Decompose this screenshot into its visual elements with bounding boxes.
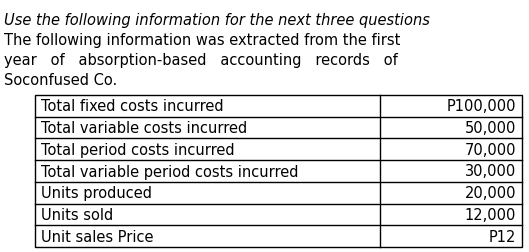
- Text: Unit sales Price: Unit sales Price: [41, 229, 153, 244]
- Text: Total variable period costs incurred: Total variable period costs incurred: [41, 164, 298, 179]
- Text: P12: P12: [489, 229, 516, 244]
- Text: 70,000: 70,000: [464, 142, 516, 157]
- Text: Units sold: Units sold: [41, 207, 113, 222]
- Text: Total variable costs incurred: Total variable costs incurred: [41, 121, 247, 136]
- Text: 20,000: 20,000: [464, 185, 516, 200]
- Text: P100,000: P100,000: [446, 99, 516, 114]
- Text: 12,000: 12,000: [464, 207, 516, 222]
- Text: year   of   absorption-based   accounting   records   of: year of absorption-based accounting reco…: [4, 52, 398, 67]
- Text: 50,000: 50,000: [464, 121, 516, 136]
- Text: The following information was extracted from the first: The following information was extracted …: [4, 32, 400, 47]
- Text: Units produced: Units produced: [41, 185, 152, 200]
- Text: Soconfused Co.: Soconfused Co.: [4, 72, 117, 87]
- Text: 30,000: 30,000: [465, 164, 516, 179]
- Text: Use the following information for the next three questions: Use the following information for the ne…: [4, 12, 430, 27]
- Text: Total fixed costs incurred: Total fixed costs incurred: [41, 99, 224, 114]
- Bar: [35, 96, 522, 247]
- Text: Total period costs incurred: Total period costs incurred: [41, 142, 235, 157]
